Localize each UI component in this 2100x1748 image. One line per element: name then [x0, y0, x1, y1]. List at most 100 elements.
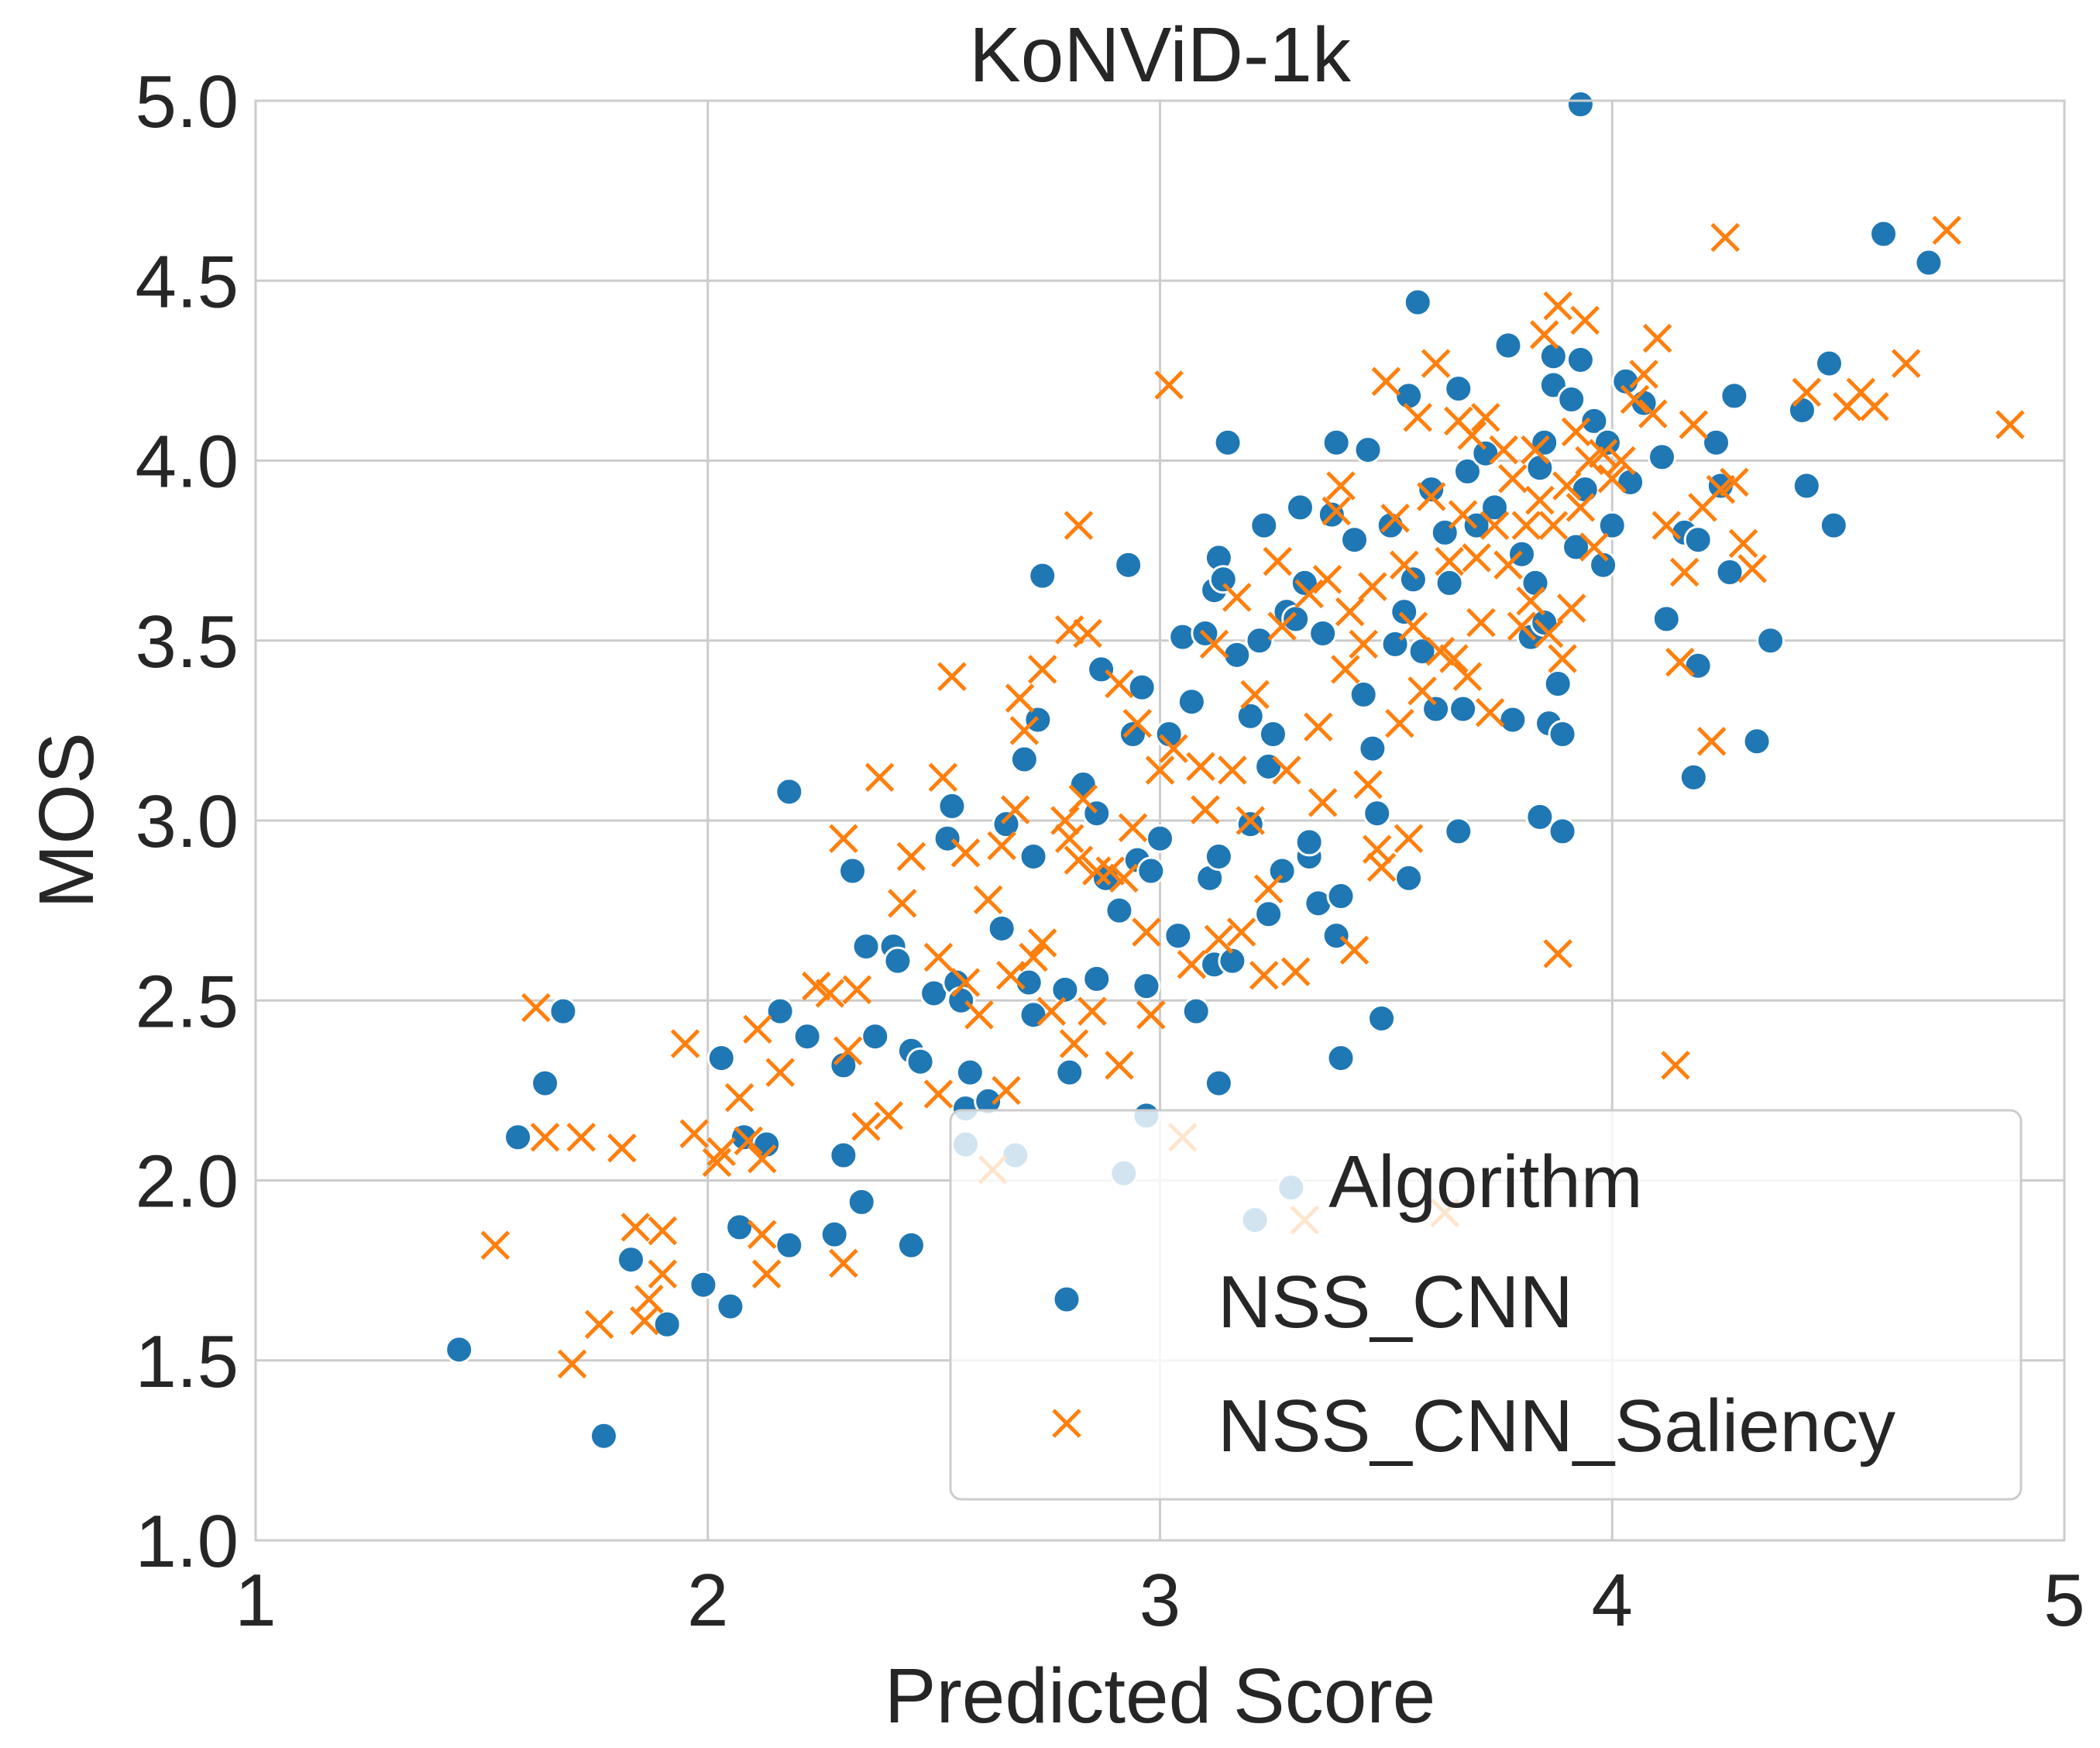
data-point	[1566, 345, 1595, 374]
data-point	[1082, 856, 1112, 886]
data-point	[1154, 370, 1184, 400]
data-point	[648, 1216, 678, 1246]
data-point	[1258, 720, 1287, 749]
data-point	[1363, 799, 1392, 828]
data-point	[1136, 1000, 1166, 1030]
data-point	[1493, 331, 1523, 360]
data-point	[1398, 611, 1428, 641]
data-point	[1254, 752, 1284, 781]
data-point	[847, 1187, 876, 1216]
data-point	[1543, 669, 1572, 698]
data-point	[1249, 511, 1279, 540]
data-point	[1322, 428, 1351, 457]
data-point	[973, 885, 1003, 914]
data-point	[1199, 629, 1229, 659]
data-point	[1331, 655, 1360, 684]
data-point	[1340, 525, 1370, 555]
x-tick-label: 2	[687, 1559, 728, 1642]
y-tick-label: 2.0	[136, 1141, 239, 1223]
data-point	[1525, 485, 1555, 515]
data-point	[950, 968, 981, 997]
data-point	[589, 1421, 618, 1450]
data-point	[1398, 565, 1428, 594]
data-point	[1127, 673, 1157, 702]
data-point	[1027, 928, 1057, 958]
data-point	[1407, 637, 1437, 666]
data-point	[864, 762, 895, 793]
data-point	[833, 1036, 863, 1066]
data-point	[670, 1029, 700, 1058]
data-point	[1471, 402, 1500, 432]
legend: Algorithm NSS_CNN NSS_CNN_Saliency	[949, 1109, 2023, 1501]
data-point	[955, 1058, 985, 1087]
data-point	[1208, 565, 1238, 594]
data-point	[1036, 996, 1067, 1026]
data-point	[964, 1000, 994, 1030]
data-point	[1403, 402, 1433, 432]
legend-box	[949, 1109, 2023, 1501]
data-point	[1489, 435, 1518, 465]
tick-labels: 1 2 3 4 5 1.0 1.5 2.0 2.5 3.0 3.5 4.0 4.5 5.0	[136, 60, 2085, 1642]
data-point	[1055, 1058, 1084, 1087]
data-point	[1566, 493, 1596, 522]
data-point	[775, 777, 804, 807]
data-point	[1529, 320, 1559, 349]
legend-label: NSS_CNN_Saliency	[1218, 1385, 1895, 1468]
y-tick-label: 2.5	[136, 960, 239, 1043]
data-point	[1226, 917, 1256, 947]
data-point	[1475, 697, 1505, 728]
data-point	[1145, 755, 1175, 785]
data-point	[1191, 795, 1220, 824]
data-point	[896, 1230, 926, 1260]
data-point	[531, 1068, 560, 1098]
data-point	[706, 1044, 736, 1073]
data-point	[1511, 511, 1541, 540]
data-point	[851, 932, 881, 962]
data-point	[1077, 996, 1107, 1026]
data-point	[1146, 824, 1174, 853]
data-point	[1651, 511, 1682, 540]
data-point	[1154, 720, 1184, 749]
data-point	[851, 1112, 881, 1141]
data-point	[652, 1309, 682, 1339]
data-point	[1638, 399, 1668, 428]
data-point	[820, 1220, 849, 1249]
data-point	[1787, 395, 1816, 425]
data-point	[1448, 500, 1478, 529]
data-point	[1720, 467, 1749, 497]
data-point	[1589, 550, 1618, 580]
data-point	[1548, 644, 1577, 673]
data-point	[1507, 611, 1537, 641]
data-point	[1498, 463, 1528, 494]
data-point	[1218, 755, 1247, 785]
data-point	[1702, 428, 1731, 457]
data-point	[1023, 705, 1053, 735]
data-point	[1661, 1051, 1690, 1080]
data-point	[1249, 960, 1279, 990]
data-point	[1891, 349, 1921, 378]
data-point	[1819, 511, 1848, 540]
data-point	[950, 838, 981, 868]
data-point	[1715, 557, 1744, 587]
data-point	[1579, 406, 1609, 435]
data-point	[1005, 683, 1035, 713]
data-point	[1109, 863, 1139, 893]
data-point	[1792, 471, 1821, 501]
chart-title: KoNViD-1k	[969, 12, 1352, 98]
data-point	[1538, 511, 1569, 540]
data-point	[648, 1259, 678, 1289]
data-point	[1122, 708, 1153, 738]
y-tick-label: 3.0	[136, 780, 239, 863]
data-point	[1869, 219, 1898, 249]
data-point	[634, 1285, 664, 1314]
data-point	[1706, 474, 1736, 504]
data-point	[923, 942, 954, 972]
data-point	[1742, 727, 1772, 756]
data-point	[1308, 618, 1338, 648]
data-point	[987, 914, 1016, 943]
data-point	[842, 975, 872, 1005]
data-point	[1439, 644, 1469, 673]
data-point	[445, 1335, 474, 1364]
data-point	[1353, 435, 1383, 465]
data-point	[1683, 525, 1713, 555]
